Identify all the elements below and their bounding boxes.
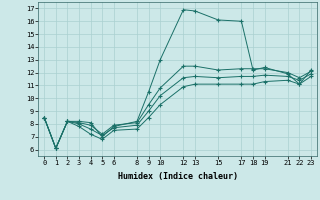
X-axis label: Humidex (Indice chaleur): Humidex (Indice chaleur): [118, 172, 238, 181]
